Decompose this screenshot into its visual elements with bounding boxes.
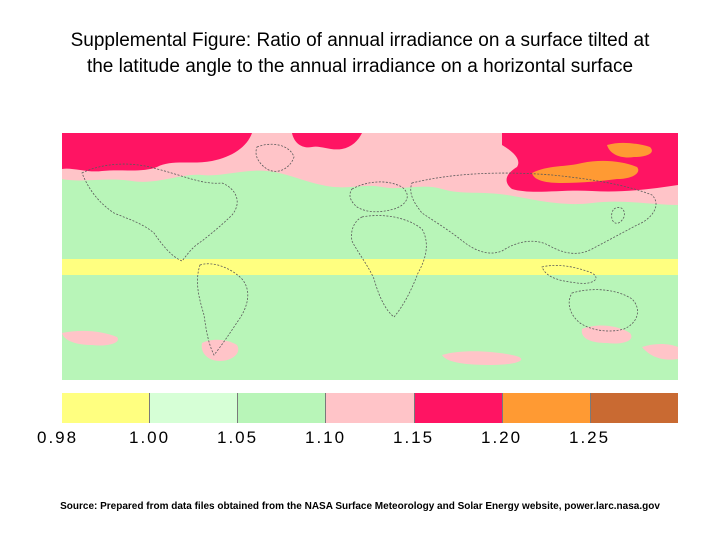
title-line-2: the latitude angle to the annual irradia…: [86, 56, 634, 77]
title-line-1: Supplemental Figure: Ratio of annual irr…: [70, 30, 650, 51]
south-indian-pink: [442, 351, 522, 365]
irradiance-ratio-map: [62, 133, 678, 380]
continent-outlines: [81, 143, 657, 356]
legend-labels: 0.98 1.00 1.05 1.10 1.15 1.20 1.25: [0, 428, 720, 452]
south-atlantic-pink: [62, 330, 118, 346]
equatorial-band: [62, 259, 678, 275]
legend-swatch: [414, 393, 503, 423]
legend-label: 1.10: [305, 428, 347, 447]
africa-outline: [351, 215, 427, 318]
legend-swatch: [326, 393, 415, 423]
legend-swatch: [150, 393, 239, 423]
greenland-outline: [255, 143, 295, 172]
south-america-pink: [201, 339, 239, 361]
indonesia-outline: [541, 265, 597, 284]
legend-swatch: [590, 393, 678, 423]
legend-label: 1.20: [481, 428, 523, 447]
legend-label: 1.00: [129, 428, 171, 447]
legend-label: 1.25: [569, 428, 611, 447]
figure-title: Supplemental Figure: Ratio of annual irr…: [30, 28, 690, 80]
legend-label: 0.98: [37, 428, 79, 447]
siberia-orange-zone-2: [607, 142, 652, 158]
south-america-outline: [197, 263, 249, 356]
australia-pink: [581, 325, 632, 344]
legend-swatch: [502, 393, 591, 423]
world-map-svg: [62, 133, 678, 380]
australia-outline: [568, 289, 638, 332]
legend-swatch: [238, 393, 327, 423]
north-atlantic-magenta: [292, 133, 362, 150]
source-note: Source: Prepared from data files obtaine…: [60, 501, 660, 512]
legend-color-bar: [62, 393, 678, 423]
legend-label: 1.15: [393, 428, 435, 447]
north-magenta-zone: [62, 133, 252, 172]
asia-outline: [410, 172, 657, 254]
legend-label: 1.05: [217, 428, 259, 447]
europe-outline: [349, 181, 408, 213]
south-pacific-pink: [642, 344, 678, 360]
siberia-orange-zone: [532, 160, 639, 183]
legend-swatch: [62, 393, 151, 423]
japan-outline: [611, 207, 625, 224]
